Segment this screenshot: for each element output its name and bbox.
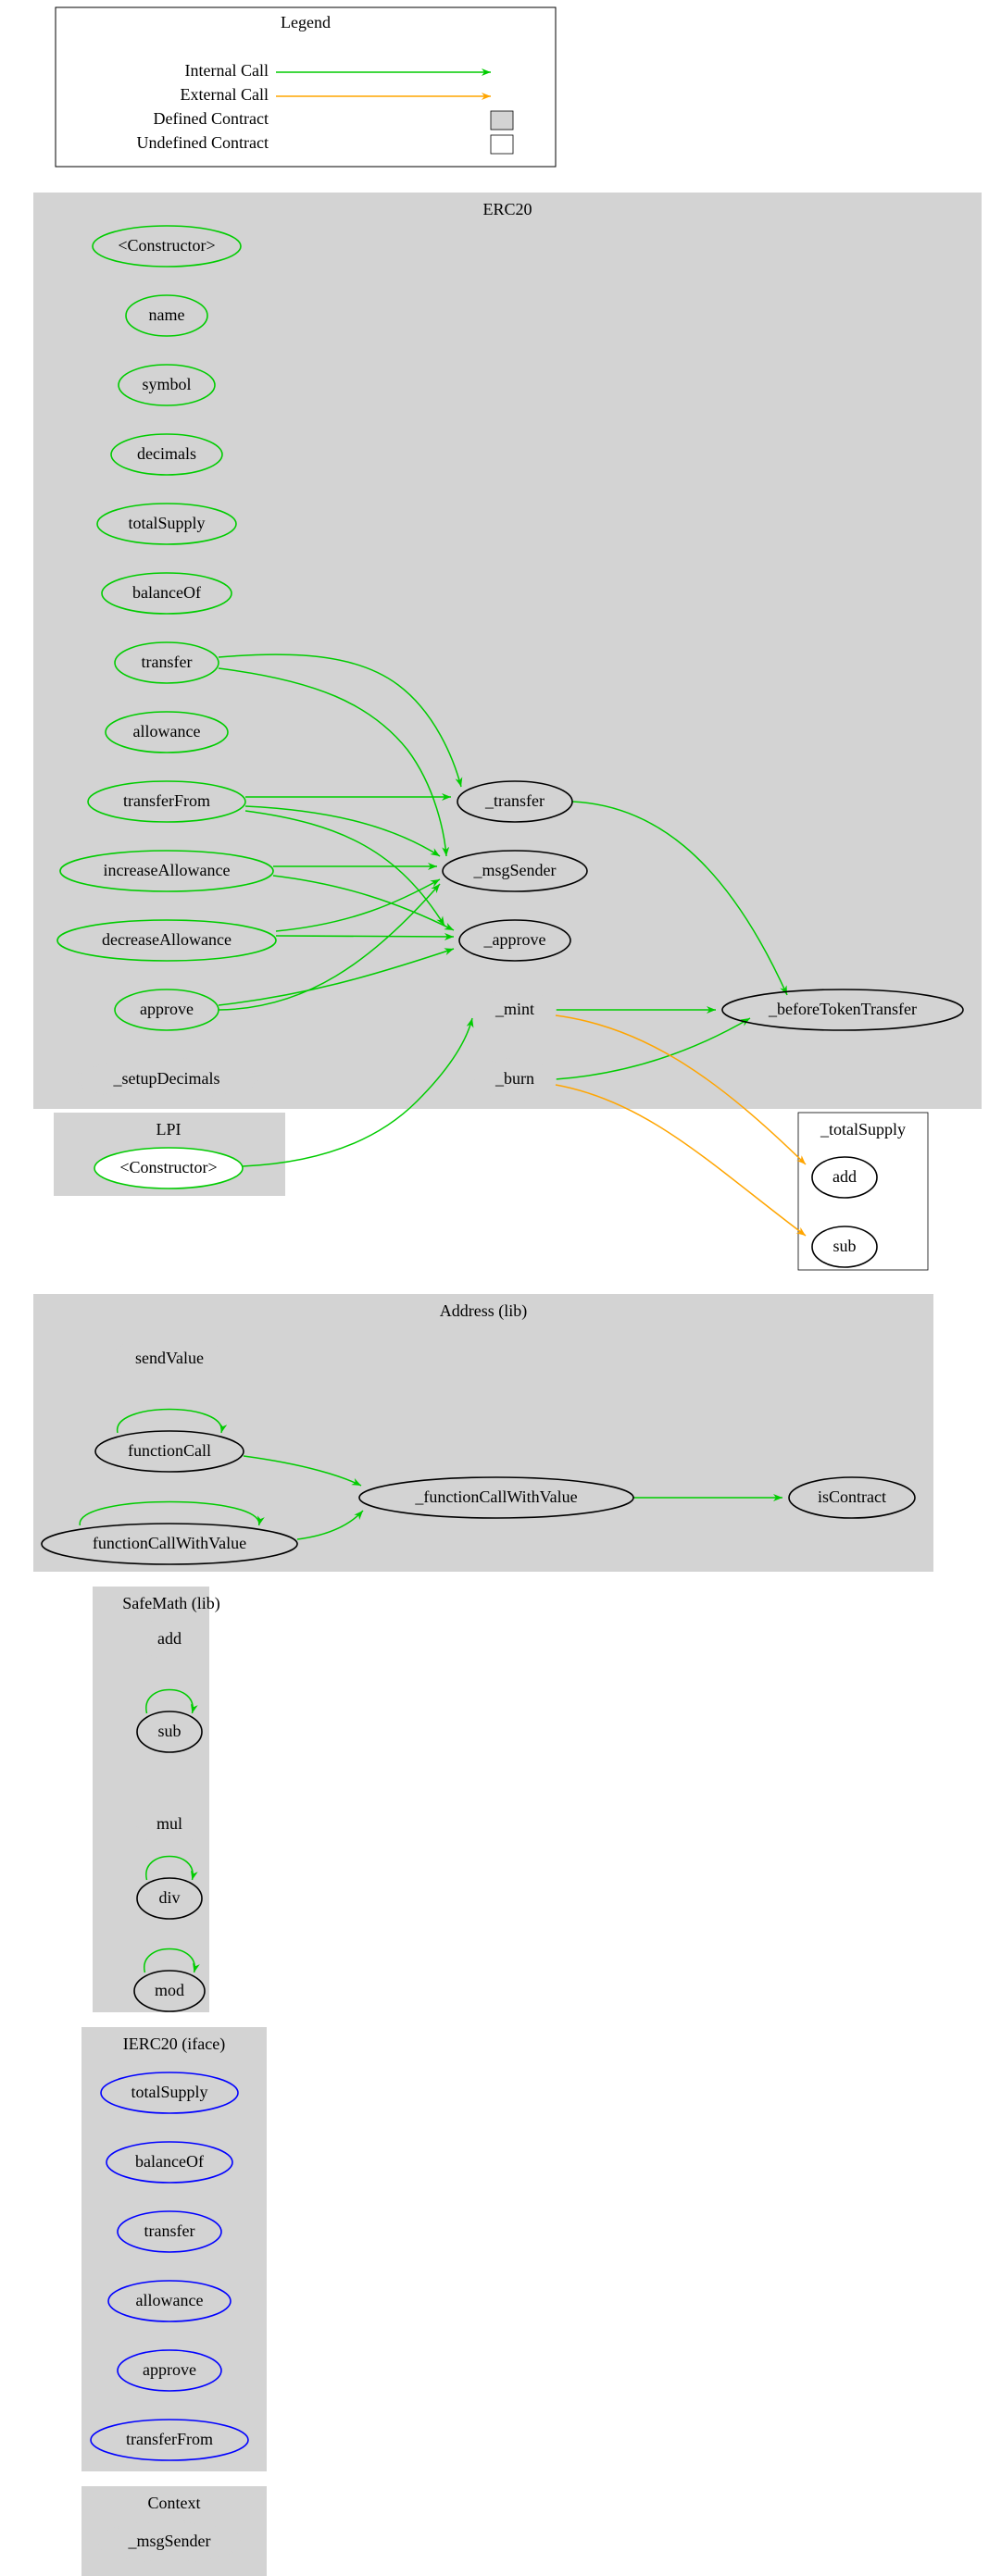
node-label: approve: [143, 2360, 196, 2379]
node-label: <Constructor>: [119, 1158, 217, 1176]
cluster-title: Address (lib): [440, 1301, 527, 1321]
cluster-title: ERC20: [482, 200, 532, 218]
cluster-title: _totalSupply: [820, 1120, 906, 1139]
legend-swatch: [491, 111, 513, 130]
legend-item-label: Undefined Contract: [137, 133, 269, 152]
node-label: balanceOf: [132, 583, 201, 602]
node-label: _burn: [494, 1069, 534, 1088]
legend-swatch: [491, 135, 513, 154]
node-label: name: [149, 305, 185, 324]
node-lpi_ctor: <Constructor>: [94, 1148, 243, 1188]
node-label: div: [158, 1888, 180, 1907]
legend-title: Legend: [281, 13, 331, 31]
node-label: symbol: [142, 375, 191, 393]
node-label: transfer: [144, 2221, 195, 2240]
cluster-title: IERC20 (iface): [123, 2035, 225, 2054]
node-label: add: [157, 1629, 182, 1648]
node-label: transferFrom: [123, 791, 210, 810]
node-label: _msgSender: [128, 2532, 211, 2550]
node-label: _functionCallWithValue: [414, 1487, 577, 1506]
node-label: totalSupply: [128, 514, 205, 532]
node-label: _mint: [494, 1000, 534, 1018]
cluster-title: Context: [148, 2494, 201, 2512]
node-label: _approve: [483, 930, 546, 949]
node-label: sub: [157, 1722, 181, 1740]
node-label: isContract: [818, 1487, 886, 1506]
node-label: add: [833, 1167, 857, 1186]
node-label: decreaseAllowance: [102, 930, 232, 949]
legend-item-label: External Call: [181, 85, 269, 104]
legend-box: Legend Internal Call External Call Defined …: [56, 7, 556, 167]
node-label: transfer: [142, 653, 193, 671]
node-label: mod: [155, 1981, 184, 1999]
node-ts_add: add: [812, 1157, 877, 1198]
node-ts_sub: sub: [812, 1226, 877, 1267]
node-label: totalSupply: [131, 2083, 207, 2101]
node-label: sendValue: [135, 1349, 204, 1367]
node-label: allowance: [133, 722, 201, 740]
node-label: approve: [140, 1000, 194, 1018]
node-label: transferFrom: [126, 2430, 213, 2448]
cluster-title: LPI: [156, 1120, 182, 1139]
cluster-address: Address (lib): [33, 1294, 933, 1572]
node-label: _setupDecimals: [113, 1069, 220, 1088]
node-label: functionCallWithValue: [93, 1534, 246, 1552]
cluster-title: SafeMath (lib): [122, 1594, 219, 1613]
node-label: mul: [156, 1814, 182, 1833]
legend-item-label: Internal Call: [185, 61, 269, 80]
call-edge: [276, 936, 454, 937]
cluster-safemath: SafeMath (lib): [93, 1587, 220, 2012]
node-label: functionCall: [128, 1441, 211, 1460]
node-label: _beforeTokenTransfer: [768, 1000, 917, 1018]
node-label: decimals: [137, 444, 196, 463]
cluster-erc20: ERC20: [33, 193, 982, 1109]
node-label: _transfer: [484, 791, 545, 810]
node-label: balanceOf: [135, 2152, 204, 2171]
node-label: sub: [833, 1237, 856, 1255]
node-label: allowance: [136, 2291, 204, 2309]
node-label: <Constructor>: [118, 236, 215, 255]
legend-item-label: Defined Contract: [154, 109, 269, 128]
node-label: _msgSender: [473, 861, 557, 879]
node-label: increaseAllowance: [104, 861, 231, 879]
